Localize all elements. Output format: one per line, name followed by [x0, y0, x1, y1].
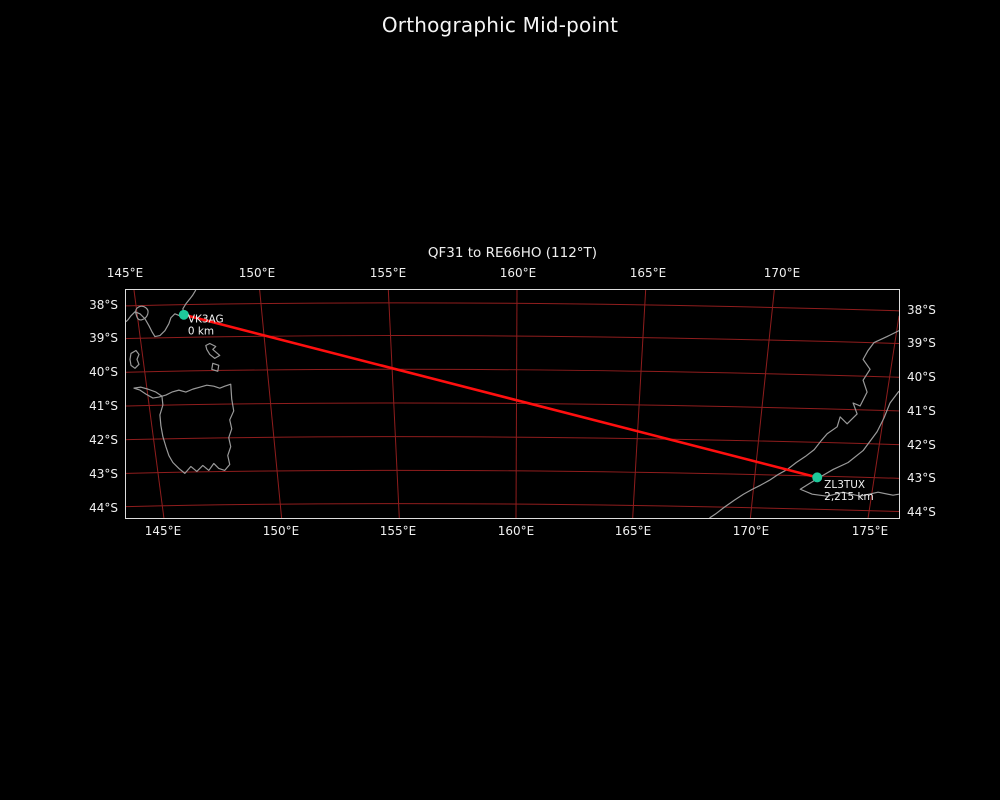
tick-label-longitude-top: 150°E — [238, 266, 276, 280]
tick-label-longitude-bottom: 165°E — [614, 524, 652, 538]
coastline-new-zealand-east — [799, 390, 899, 497]
tick-label-latitude-left: 38°S — [89, 298, 118, 312]
tick-label-latitude-right: 38°S — [907, 303, 936, 317]
station-label: ZL3TUX — [824, 479, 865, 491]
track-line — [182, 313, 819, 479]
station-distance: 0 km — [188, 326, 214, 338]
tick-label-latitude-right: 40°S — [907, 370, 936, 384]
tick-label-longitude-top: 155°E — [369, 266, 407, 280]
tick-label-latitude-right: 43°S — [907, 471, 936, 485]
coastline-new-zealand-west — [709, 330, 899, 518]
tick-label-longitude-bottom: 145°E — [144, 524, 182, 538]
tick-label-longitude-bottom: 175°E — [851, 524, 889, 538]
tick-label-latitude-right: 42°S — [907, 438, 936, 452]
tick-label-longitude-top: 160°E — [499, 266, 537, 280]
page-title: Orthographic Mid-point — [381, 13, 619, 37]
tick-label-latitude-right: 44°S — [907, 505, 936, 519]
tick-label-latitude-right: 41°S — [907, 404, 936, 418]
tick-label-longitude-bottom: 170°E — [732, 524, 770, 538]
coastline-australia — [126, 290, 197, 338]
graticule-meridians — [133, 290, 899, 518]
station-marker-zl3tux — [812, 472, 823, 483]
coastlines — [126, 290, 899, 518]
coastline-port-phillip-bay — [135, 305, 149, 321]
station-marker-vk3ag — [178, 309, 189, 320]
map-svg: VK3AG 0 km ZL3TUX 2,215 km — [126, 290, 899, 518]
tick-label-longitude-top: 145°E — [106, 266, 144, 280]
tick-label-longitude-bottom: 160°E — [497, 524, 535, 538]
coastline-flinders-island-south — [211, 362, 220, 372]
tick-label-longitude-bottom: 155°E — [379, 524, 417, 538]
coastline-tasmania — [133, 383, 235, 474]
graticule-parallels — [126, 302, 899, 513]
coastline-king-island — [129, 349, 140, 369]
tick-label-latitude-left: 44°S — [89, 501, 118, 515]
tick-label-latitude-left: 41°S — [89, 399, 118, 413]
tick-label-longitude-bottom: 150°E — [262, 524, 300, 538]
tick-label-longitude-top: 165°E — [629, 266, 667, 280]
map-plot-area: VK3AG 0 km ZL3TUX 2,215 km — [125, 289, 900, 519]
tick-label-longitude-top: 170°E — [763, 266, 801, 280]
map-title: QF31 to RE66HO (112°T) — [427, 245, 598, 261]
station-distance: 2,215 km — [824, 491, 874, 503]
tick-label-latitude-left: 39°S — [89, 331, 118, 345]
tick-label-latitude-left: 42°S — [89, 433, 118, 447]
tick-label-latitude-left: 40°S — [89, 365, 118, 379]
tick-label-latitude-left: 43°S — [89, 467, 118, 481]
coastline-flinders-island — [205, 342, 221, 359]
station-label: VK3AG — [188, 314, 224, 326]
tick-label-latitude-right: 39°S — [907, 336, 936, 350]
